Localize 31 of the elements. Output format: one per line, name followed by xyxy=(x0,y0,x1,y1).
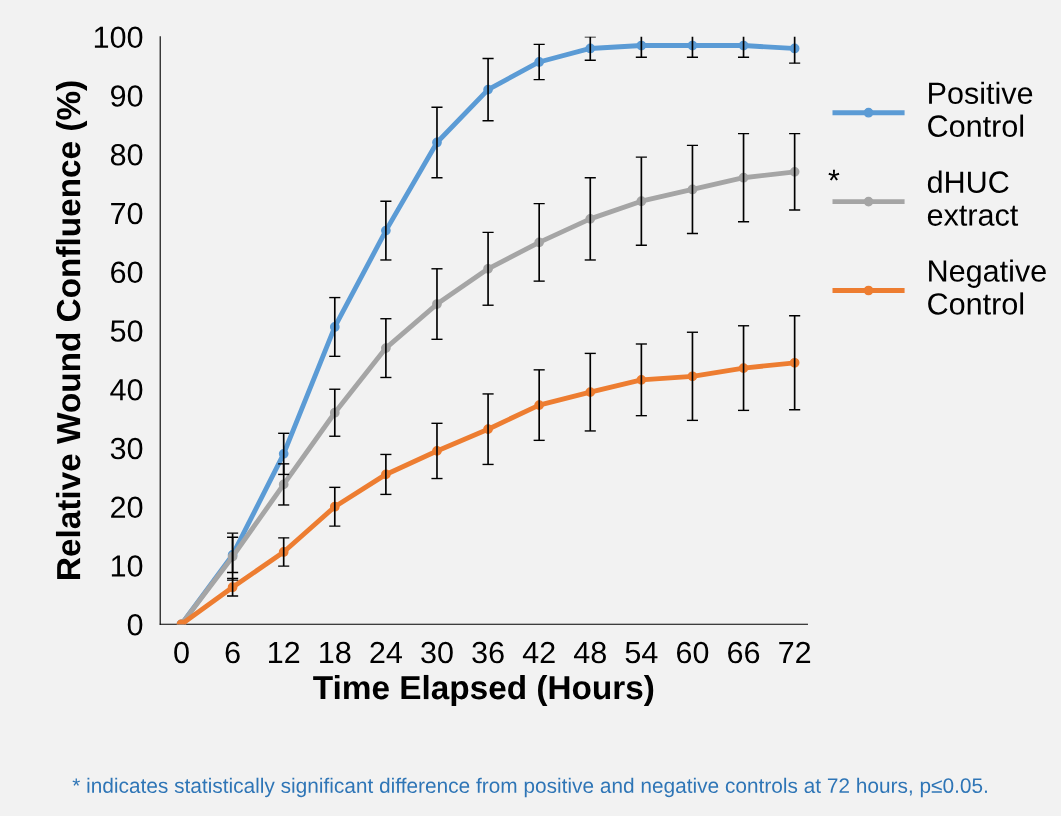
x-axis-title: Time Elapsed (Hours) xyxy=(313,674,654,707)
x-tick-label: 54 xyxy=(625,642,658,664)
y-tick-label: 60 xyxy=(111,261,143,284)
x-tick-label: 12 xyxy=(269,641,300,664)
x-tick-label: 60 xyxy=(677,641,709,664)
y-tick-label: 50 xyxy=(110,320,143,342)
x-tick-label: 42 xyxy=(522,641,555,664)
y-tick-label: 70 xyxy=(111,202,143,225)
y-tick-label: 90 xyxy=(110,85,143,107)
x-tick-label: 24 xyxy=(370,641,402,664)
x-tick-label: 66 xyxy=(728,641,760,664)
legend-label: dHUC extract xyxy=(927,170,1019,226)
annotation: * xyxy=(828,169,840,181)
y-axis-title: Relative Wound Confluence (%) xyxy=(55,81,88,579)
x-tick-label: 48 xyxy=(573,641,606,664)
x-tick-label: 36 xyxy=(472,641,504,664)
x-tick-label: 6 xyxy=(225,641,240,664)
text: * indicates statistically significant difference from positive and negative controls at 72 hours, p≤0.05. xyxy=(72,777,987,798)
y-tick-label: 30 xyxy=(110,437,143,460)
x-tick-label: 0 xyxy=(174,641,189,664)
y-tick-label: 40 xyxy=(110,378,143,401)
y-tick-label: 0 xyxy=(127,613,143,636)
y-tick-label: 10 xyxy=(111,555,143,577)
x-tick-label: 30 xyxy=(421,641,453,664)
x-tick-label: 18 xyxy=(320,641,351,664)
legend-label: Positive Control xyxy=(928,81,1033,137)
y-tick-label: 100 xyxy=(94,26,143,49)
x-tick-label: 72 xyxy=(779,641,811,664)
legend-label: Negative Control xyxy=(928,259,1046,315)
y-tick-label: 80 xyxy=(110,143,143,166)
y-tick-label: 20 xyxy=(111,496,143,519)
